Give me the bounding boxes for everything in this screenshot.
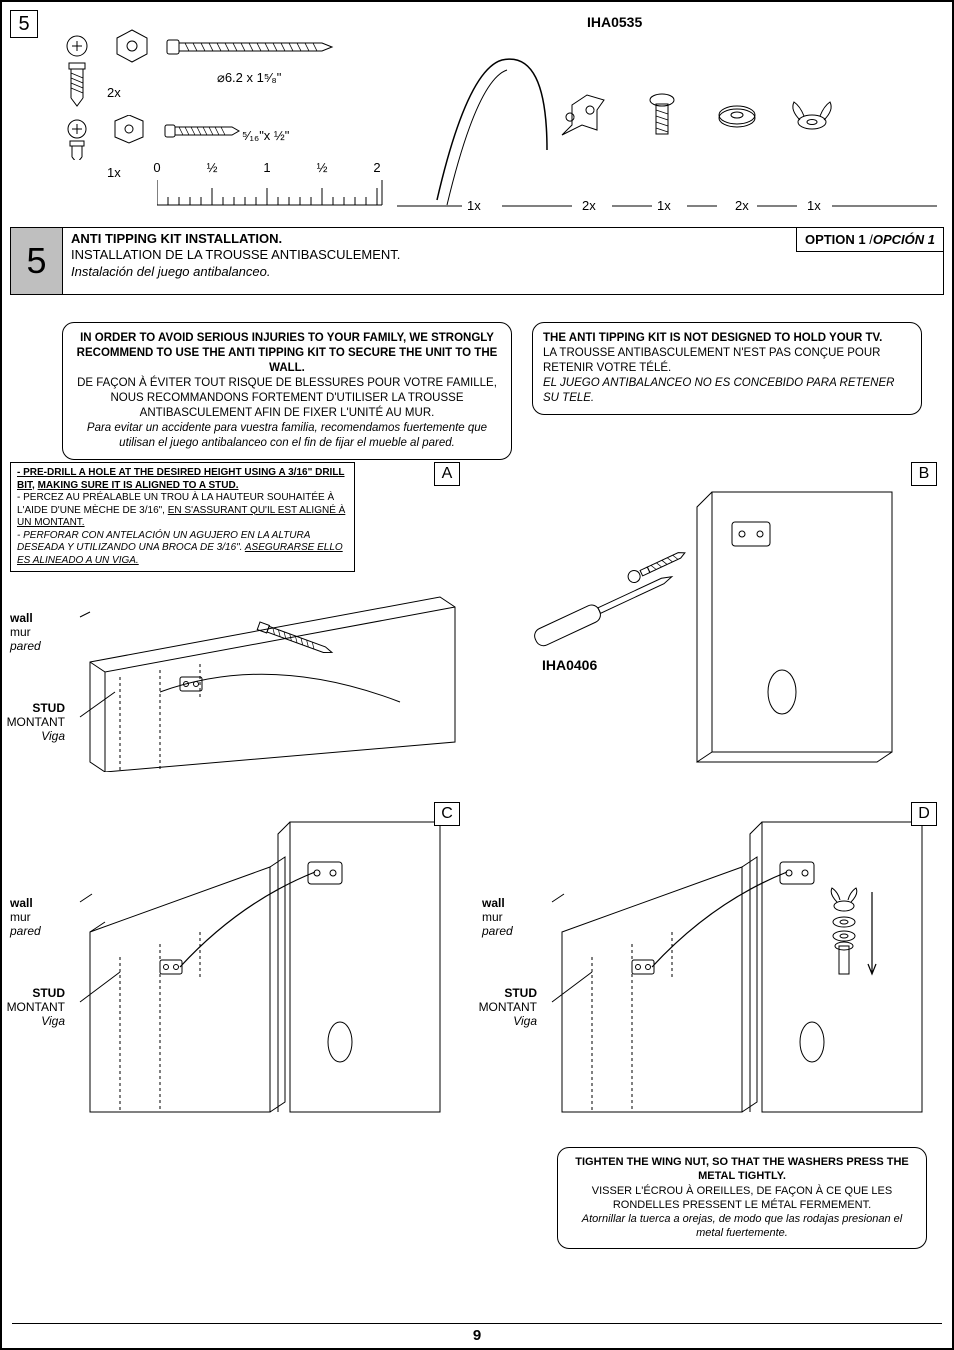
ruler-mark-3: ½ (312, 160, 332, 175)
drill-en-b: MAKING SURE IT IS ALIGNED TO A STUD. (38, 480, 239, 491)
wingnut-icon (777, 80, 847, 170)
bolt-qty: 1x (657, 198, 671, 213)
small-screw-dim: ⁵⁄₁₆"x ½" (242, 128, 289, 143)
ruler-icon (157, 180, 387, 215)
option-ital: OPCIÓN 1 (873, 232, 935, 247)
wingnut-qty: 1x (807, 198, 821, 213)
warn-right-es: EL JUEGO ANTIBALANCEO NO ES CONCEBIDO PA… (543, 376, 911, 406)
title-en: ANTI TIPPING KIT INSTALLATION. (71, 231, 282, 246)
warn-left-fr: DE FAÇON À ÉVITER TOUT RISQUE DE BLESSUR… (73, 376, 501, 421)
panel-b-label: B (911, 462, 937, 486)
warn-left-en: IN ORDER TO AVOID SERIOUS INJURIES TO YO… (73, 331, 501, 376)
bracket-qty: 2x (582, 198, 596, 213)
panel-d: D wall mur pared STUD MONTANT Viga (482, 802, 937, 1122)
panel-c: C wall mur pared STUD MONTANT Viga (10, 802, 460, 1122)
ruler-mark-1: ½ (202, 160, 222, 175)
tighten-es: Atornillar la tuerca a orejas, de modo q… (568, 1212, 916, 1241)
iha0535-label: IHA0535 (587, 14, 642, 30)
large-screw-group (57, 28, 337, 113)
strap-qty: 1x (467, 198, 481, 213)
bolt-icon (627, 80, 697, 170)
warning-tv: THE ANTI TIPPING KIT IS NOT DESIGNED TO … (532, 322, 922, 415)
option-bold: OPTION 1 (805, 232, 866, 247)
large-screw-dim: ⌀6.2 x 1⁵⁄₈" (217, 70, 281, 86)
small-screw-qty: 1x (107, 165, 121, 180)
bracket-icon (547, 80, 617, 170)
bottom-rule (12, 1323, 942, 1324)
step-number-title: 5 (11, 228, 63, 294)
small-screw-group (57, 115, 257, 165)
ruler-mark-4: 2 (367, 160, 387, 175)
warn-right-fr: LA TROUSSE ANTIBASCULEMENT N'EST PAS CON… (543, 346, 911, 376)
hardware-section: 2x ⌀6.2 x 1⁵⁄₈" 1x ⁵⁄₁₆"x ½" 0 ½ (47, 10, 942, 220)
washer-icon (702, 80, 772, 170)
tighten-note: TIGHTEN THE WING NUT, SO THAT THE WASHER… (557, 1147, 927, 1249)
step-number-top: 5 (10, 10, 38, 38)
large-screw-qty: 2x (107, 85, 121, 100)
title-fr: INSTALLATION DE LA TROUSSE ANTIBASCULEME… (71, 247, 400, 262)
ruler-mark-2: 1 (257, 160, 277, 175)
small-screw-icon (57, 115, 257, 160)
panel-a-label: A (434, 462, 460, 486)
page-number: 9 (2, 1327, 952, 1344)
tighten-en: TIGHTEN THE WING NUT, SO THAT THE WASHER… (568, 1155, 916, 1184)
panel-b: B IHA0406 (482, 462, 937, 772)
panel-a: A - PRE-DRILL A HOLE AT THE DESIRED HEIG… (10, 462, 460, 772)
panel-c-label: C (434, 802, 460, 826)
ruler-mark-0: 0 (147, 160, 167, 175)
large-screw-icon (57, 28, 337, 108)
panel-d-label: D (911, 802, 937, 826)
ruler: 0 ½ 1 ½ 2 (157, 160, 387, 220)
tighten-fr: VISSER L'ÉCROU À OREILLES, DE FAÇON À CE… (568, 1184, 916, 1213)
title-es: Instalación del juego antibalanceo. (71, 264, 270, 279)
option-sep: / (866, 232, 873, 247)
option-label: OPTION 1 /OPCIÓN 1 (796, 227, 944, 252)
warn-left-es: Para evitar un accidente para vuestra fa… (73, 421, 501, 451)
panel-d-drawing (492, 812, 942, 1122)
panel-c-drawing (20, 812, 460, 1122)
instruction-page: 5 2x ⌀6.2 (0, 0, 954, 1350)
warn-right-en: THE ANTI TIPPING KIT IS NOT DESIGNED TO … (543, 331, 911, 346)
washer-qty: 2x (735, 198, 749, 213)
panel-b-drawing (482, 472, 932, 772)
warning-recommend: IN ORDER TO AVOID SERIOUS INJURIES TO YO… (62, 322, 512, 460)
panel-a-drawing (20, 542, 460, 772)
